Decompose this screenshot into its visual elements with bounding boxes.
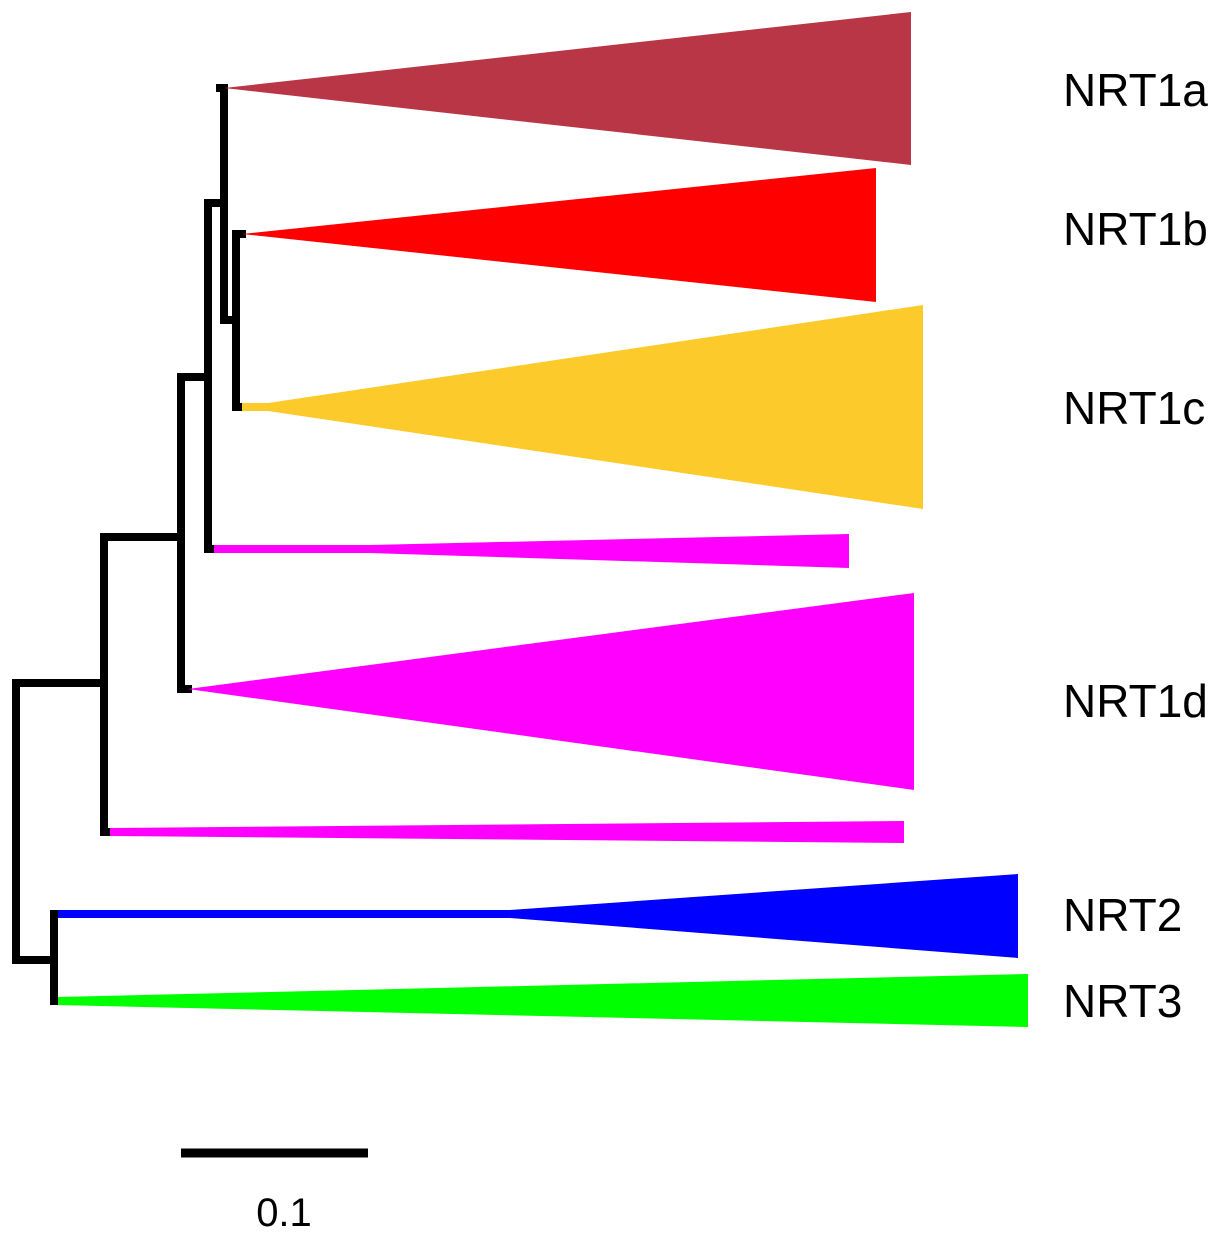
nrt1-branch bbox=[104, 537, 181, 832]
scale-bar: 0.1 bbox=[181, 1153, 368, 1235]
clade-nrt1a-triangle bbox=[224, 12, 911, 165]
clade-nrt1c-triangle bbox=[242, 305, 923, 509]
scale-bar-label: 0.1 bbox=[256, 1191, 312, 1235]
nrt1bc-branch bbox=[230, 234, 242, 407]
root-branch bbox=[16, 683, 104, 960]
tree-branches bbox=[16, 88, 242, 1001]
clade-label-nrt1c: NRT1c bbox=[1063, 382, 1205, 434]
clade-nrt1d-lower-triangle bbox=[110, 821, 904, 843]
clade-nrt3-triangle bbox=[58, 974, 1028, 1027]
clade-nrt2-triangle bbox=[58, 874, 1018, 958]
clade-label-nrt3: NRT3 bbox=[1063, 975, 1182, 1027]
nrt1abcd-branch bbox=[181, 377, 208, 689]
clade-label-nrt1b: NRT1b bbox=[1063, 203, 1208, 255]
clade-label-nrt1a: NRT1a bbox=[1063, 64, 1208, 116]
clade-labels: NRT1a NRT1b NRT1c NRT1d NRT2 NRT3 bbox=[1063, 64, 1208, 1027]
clade-label-nrt2: NRT2 bbox=[1063, 889, 1182, 941]
clade-triangles bbox=[58, 12, 1028, 1027]
nrt1a-stem bbox=[220, 88, 230, 320]
nrt2-nrt3-branch bbox=[54, 914, 58, 1001]
clade-label-nrt1d: NRT1d bbox=[1063, 675, 1208, 727]
clade-nrt1b-triangle bbox=[242, 168, 876, 302]
clade-nrt1d-triangle bbox=[188, 593, 914, 790]
clade-nrt1d-upper-triangle bbox=[214, 534, 849, 568]
